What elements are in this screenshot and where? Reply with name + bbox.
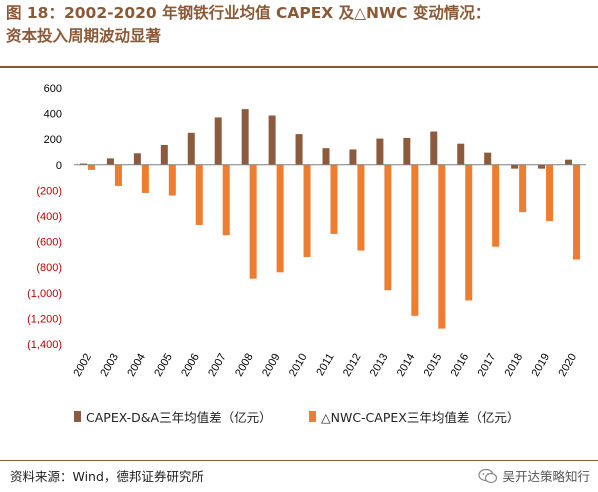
bar-capex (376, 138, 384, 165)
x-tick-label: 2020 (556, 352, 579, 379)
y-tick-label: 0 (56, 160, 62, 172)
x-tick-label: 2011 (314, 352, 336, 378)
bar-nwc (168, 164, 176, 196)
y-axis: 600 400 200 0 (200) (400) (600) (800) (1,000) (1,… (27, 83, 62, 351)
bar-nwc (573, 164, 581, 260)
bar-nwc (222, 164, 230, 236)
bar-nwc (465, 164, 473, 301)
bar-nwc (411, 164, 419, 316)
bar-capex (295, 134, 303, 165)
bar-nwc (141, 164, 149, 193)
bar-capex (106, 158, 114, 165)
x-tick-label: 2013 (368, 352, 391, 379)
bar-nwc (330, 164, 338, 234)
bar-capex (322, 148, 330, 165)
x-tick-label: 2008 (233, 352, 256, 379)
x-tick-label: 2005 (152, 352, 175, 379)
y-tick-label: (800) (36, 262, 62, 274)
legend-item-capex: CAPEX-D&A三年均值差（亿元） (74, 407, 272, 426)
x-tick-label: 2019 (530, 352, 553, 379)
bar-capex (484, 152, 492, 165)
watermark-label: 吴开达策略知行 (502, 469, 590, 484)
bar-capex (214, 117, 222, 165)
legend-item-nwc: △NWC-CAPEX三年均值差（亿元） (309, 407, 519, 426)
source-note: 资料来源：Wind，德邦证券研究所 (10, 469, 204, 484)
bar-chart: 600 400 200 0 (200) (400) (600) (800) (1,000) (1,… (27, 83, 586, 379)
watermark: 吴开达策略知行 (478, 466, 590, 485)
x-tick-label: 2016 (449, 352, 472, 379)
bar-group (79, 109, 581, 329)
legend-label-capex: CAPEX-D&A三年均值差（亿元） (86, 410, 272, 425)
bar-nwc (357, 164, 365, 251)
bar-nwc (303, 164, 311, 257)
bar-capex (511, 164, 519, 169)
x-tick-label: 2018 (503, 352, 526, 379)
bar-capex (187, 132, 195, 165)
y-tick-label: 400 (44, 109, 62, 121)
y-tick-label: (1,200) (27, 313, 62, 325)
x-axis: 2002 2003 2004 2005 2006 2007 2008 2009 2010 2011… (71, 352, 579, 379)
bar-capex (241, 109, 249, 165)
x-tick-label: 2007 (206, 352, 229, 379)
bar-nwc (438, 164, 446, 329)
y-tick-label: (200) (36, 185, 62, 197)
bar-capex (565, 159, 573, 165)
wechat-icon (478, 468, 498, 483)
x-tick-label: 2006 (179, 352, 202, 379)
figure-title: 图 18：2002-2020 年钢铁行业均值 CAPEX 及△NWC 变动情况：… (6, 2, 592, 48)
title-line-2: 资本投入周期波动显著 (6, 27, 162, 45)
bar-nwc (195, 164, 203, 225)
y-tick-label: (600) (36, 237, 62, 249)
bar-nwc (519, 164, 527, 213)
bar-capex (268, 115, 276, 165)
y-tick-label: 200 (44, 134, 62, 146)
x-tick-label: 2017 (476, 352, 499, 379)
bar-capex (133, 153, 141, 165)
bar-capex (160, 144, 168, 165)
x-tick-label: 2010 (287, 352, 310, 379)
y-tick-label: 600 (44, 83, 62, 95)
bar-nwc (546, 164, 554, 222)
bar-capex (457, 143, 465, 165)
legend-swatch-capex (74, 411, 81, 422)
bar-nwc (276, 164, 284, 273)
bar-nwc (114, 164, 122, 186)
legend-swatch-nwc (309, 411, 316, 422)
x-tick-label: 2002 (71, 352, 94, 379)
bar-nwc (87, 164, 95, 170)
footer-divider (0, 460, 598, 461)
bar-capex (538, 164, 546, 169)
x-tick-label: 2003 (98, 352, 121, 379)
title-divider (0, 66, 598, 68)
bar-nwc (492, 164, 500, 247)
x-tick-label: 2015 (422, 352, 445, 379)
x-tick-label: 2014 (395, 352, 418, 379)
y-tick-label: (400) (36, 211, 62, 223)
bar-nwc (384, 164, 392, 291)
x-tick-label: 2009 (260, 352, 283, 379)
bar-nwc (249, 164, 257, 279)
x-tick-label: 2012 (341, 352, 364, 379)
x-tick-label: 2004 (125, 352, 148, 379)
y-tick-label: (1,000) (27, 288, 62, 300)
bar-capex (349, 149, 357, 165)
bar-capex (403, 137, 411, 165)
y-tick-label: (1,400) (27, 339, 62, 351)
title-line-1: 图 18：2002-2020 年钢铁行业均值 CAPEX 及△NWC 变动情况： (6, 4, 491, 22)
bar-capex (430, 131, 438, 165)
legend-label-nwc: △NWC-CAPEX三年均值差（亿元） (321, 410, 520, 425)
bar-capex (79, 163, 87, 165)
